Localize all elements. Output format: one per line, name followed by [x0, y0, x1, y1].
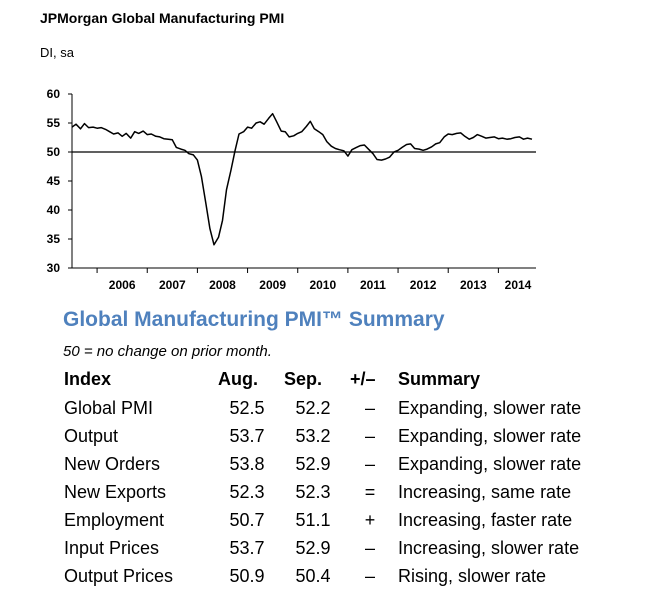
row-sep: 52.3	[295, 481, 331, 502]
row-change: –	[364, 565, 375, 586]
y-tick-label: 60	[47, 87, 61, 101]
row-sep: 52.9	[295, 537, 331, 558]
header-summary: Summary	[398, 368, 481, 389]
table-row: New Exports 52.3 52.3 = Increasing, same…	[60, 478, 622, 506]
row-change: –	[364, 537, 375, 558]
row-summary: Expanding, slower rate	[398, 397, 582, 418]
row-index: New Exports	[64, 481, 167, 502]
table-row: Input Prices 53.7 52.9 – Increasing, slo…	[60, 534, 622, 562]
header-aug: Aug.	[218, 368, 258, 389]
y-tick-label: 30	[47, 261, 61, 275]
row-aug: 52.3	[229, 481, 265, 502]
row-aug: 52.5	[229, 397, 265, 418]
row-index: Employment	[64, 509, 165, 530]
y-tick-label: 55	[47, 116, 61, 130]
y-tick-label: 50	[47, 145, 61, 159]
x-tick-label: 2007	[159, 278, 186, 292]
summary-title: Global Manufacturing PMI™ Summary	[63, 308, 445, 331]
row-index: Input Prices	[64, 537, 160, 558]
row-summary: Increasing, slower rate	[398, 537, 580, 558]
row-sep: 52.2	[295, 397, 331, 418]
row-change: –	[364, 397, 375, 418]
row-summary: Increasing, same rate	[398, 481, 572, 502]
table-row: Global PMI 52.5 52.2 – Expanding, slower…	[60, 394, 622, 422]
row-index: Output Prices	[64, 565, 174, 586]
row-sep: 51.1	[295, 509, 331, 530]
row-summary: Expanding, slower rate	[398, 425, 582, 446]
header-change: +/–	[350, 368, 376, 389]
row-aug: 53.7	[229, 537, 265, 558]
row-aug: 53.8	[229, 453, 265, 474]
row-aug: 50.9	[229, 565, 265, 586]
row-change: =	[364, 481, 376, 502]
x-tick-label: 2009	[259, 278, 286, 292]
chart-title: JPMorgan Global Manufacturing PMI	[40, 10, 285, 26]
row-sep: 53.2	[295, 425, 331, 446]
table-header-row: Index Aug. Sep. +/– Summary	[60, 364, 622, 394]
row-sep: 50.4	[295, 565, 331, 586]
summary-table: Index Aug. Sep. +/– Summary Global PMI 5…	[60, 364, 622, 590]
row-summary: Expanding, slower rate	[398, 453, 582, 474]
x-tick-label: 2006	[109, 278, 136, 292]
row-summary: Rising, slower rate	[398, 565, 547, 586]
table-row: Output Prices 50.9 50.4 – Rising, slower…	[60, 562, 622, 590]
table-row: Employment 50.7 51.1 + Increasing, faste…	[60, 506, 622, 534]
header-index: Index	[64, 368, 112, 389]
summary-note: 50 = no change on prior month.	[63, 343, 272, 360]
x-tick-label: 2012	[410, 278, 437, 292]
chart-subtitle: DI, sa	[40, 45, 74, 60]
row-index: New Orders	[64, 453, 161, 474]
row-sep: 52.9	[295, 453, 331, 474]
x-tick-label: 2010	[309, 278, 336, 292]
y-tick-label: 45	[47, 174, 61, 188]
header-sep: Sep.	[284, 368, 323, 389]
x-tick-label: 2013	[460, 278, 487, 292]
row-change: +	[364, 509, 376, 530]
row-index: Output	[64, 425, 119, 446]
row-summary: Increasing, faster rate	[398, 509, 573, 530]
y-tick-label: 35	[47, 232, 61, 246]
row-change: –	[364, 425, 375, 446]
pmi-line-chart: 30 35 40 45 50 55 60 2006 2007 2008 2009 2010 2011 20…	[47, 87, 536, 292]
x-tick-label: 2008	[209, 278, 236, 292]
row-aug: 50.7	[229, 509, 265, 530]
table-row: Output 53.7 53.2 – Expanding, slower rat…	[60, 422, 622, 450]
pmi-series-line	[71, 112, 533, 246]
table-row: New Orders 53.8 52.9 – Expanding, slower…	[60, 450, 622, 478]
row-index: Global PMI	[64, 397, 154, 418]
row-change: –	[364, 453, 375, 474]
x-tick-label: 2011	[360, 278, 386, 292]
row-aug: 53.7	[229, 425, 265, 446]
y-tick-label: 40	[47, 203, 61, 217]
x-tick-label: 2014	[505, 278, 532, 292]
